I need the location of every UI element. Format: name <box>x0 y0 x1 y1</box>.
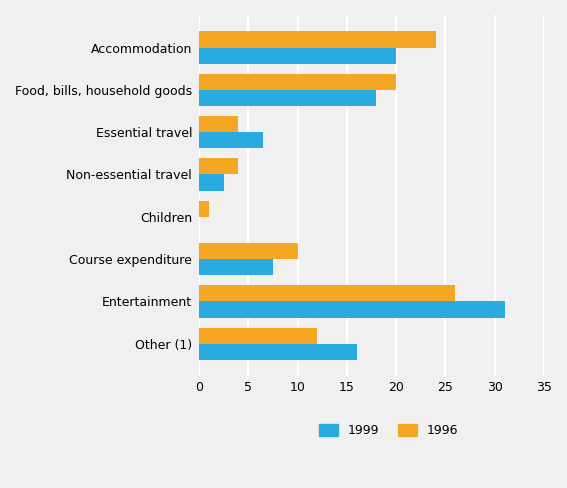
Bar <box>199 116 239 132</box>
Bar <box>199 285 455 302</box>
Bar <box>199 132 263 148</box>
Bar <box>199 344 357 360</box>
Bar <box>199 90 376 106</box>
Bar <box>199 47 396 63</box>
Bar <box>199 243 298 259</box>
Bar <box>199 302 505 318</box>
Bar <box>199 201 209 217</box>
Bar <box>199 175 224 190</box>
Bar <box>199 159 239 175</box>
Legend: 1999, 1996: 1999, 1996 <box>314 419 463 442</box>
Bar <box>199 31 435 47</box>
Bar <box>199 259 273 275</box>
Bar <box>199 74 396 90</box>
Bar <box>199 327 318 344</box>
